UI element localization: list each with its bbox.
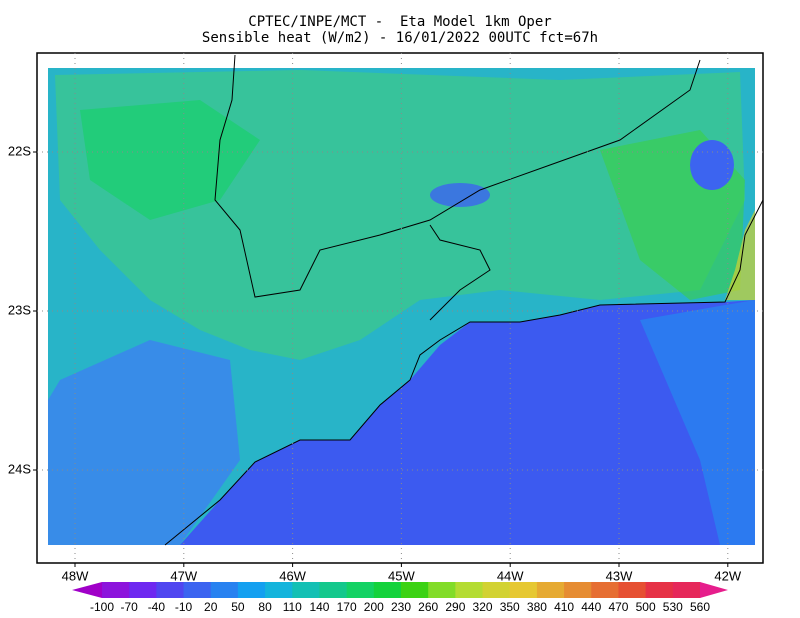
colorbar-box [292,582,320,598]
lon-label: 43W [606,568,633,583]
colorbar-box [129,582,157,598]
ocean [180,300,755,545]
colorbar-box [237,582,266,598]
colorbar-box [672,582,701,598]
colorbar-label: -40 [148,600,166,614]
colorbar-label: -10 [175,600,193,614]
coastal-hot-spot [725,210,755,300]
colorbar-label: 80 [258,600,272,614]
state-border [429,224,491,321]
colorbar-box [509,582,538,598]
colorbar-box [183,582,212,598]
colorbar-box [401,582,429,598]
colorbar-label: 170 [337,600,357,614]
colorbar-box [645,582,674,598]
low-flux-region [48,340,240,545]
colorbar-label: 140 [309,600,329,614]
colorbar-box [618,582,647,598]
state-border [214,54,701,298]
field [48,68,755,545]
colorbar-box [319,582,348,598]
boundaries [164,54,764,546]
colorbar-triangle [700,582,728,598]
colorbar-box [373,582,402,598]
colorbar-label: 20 [204,600,218,614]
colorbar-label: 560 [690,600,710,614]
map-frame [36,52,764,564]
lat-label: 23S [8,302,31,317]
colorbar-label: 530 [663,600,683,614]
lon-label: 46W [279,568,306,583]
colorbar-box [455,582,484,598]
colorbar-box [591,582,619,598]
lon-label: 42W [714,568,741,583]
lon-label: 47W [170,568,197,583]
colorbar-box [428,582,456,598]
low-flux-patch [690,140,734,190]
colorbar-label: 410 [554,600,574,614]
lat-label: 22S [8,143,31,158]
colorbar-label: -70 [121,600,139,614]
lon-label: 45W [388,568,415,583]
colorbar-box [156,582,185,598]
lat-label: 24S [8,461,31,476]
colorbar-box [265,582,293,598]
lon-label: 48W [62,568,89,583]
colorbar-label: 50 [231,600,245,614]
colorbar-box [102,582,130,598]
colorbar-label: 290 [445,600,465,614]
low-flux-patch [430,183,490,207]
colorbar-box [346,582,375,598]
colorbar-label: 440 [581,600,601,614]
colorbar-box [482,582,511,598]
lon-label: 44W [497,568,524,583]
colorbar-label: 320 [473,600,493,614]
colorbar-box [536,582,565,598]
colorbar-label: 200 [364,600,384,614]
coastline [164,199,764,546]
colorbar-label: 230 [391,600,411,614]
ocean-east [640,300,755,545]
colorbar-triangle [72,582,102,598]
colorbar-label: 110 [283,600,302,614]
colorbar-label: 500 [636,600,656,614]
green-patch [80,100,260,220]
colorbar-label: 260 [418,600,438,614]
colorbar-label: 380 [527,600,547,614]
colorbar-box [564,582,592,598]
colorbar-label: -100 [90,600,114,614]
colorbar-label: 350 [500,600,520,614]
title-line-1: CPTEC/INPE/MCT - Eta Model 1km Oper [248,14,551,30]
title-line-2: Sensible heat (W/m2) - 16/01/2022 00UTC … [202,30,598,46]
colorbar-box [210,582,239,598]
colorbar-label: 470 [608,600,628,614]
